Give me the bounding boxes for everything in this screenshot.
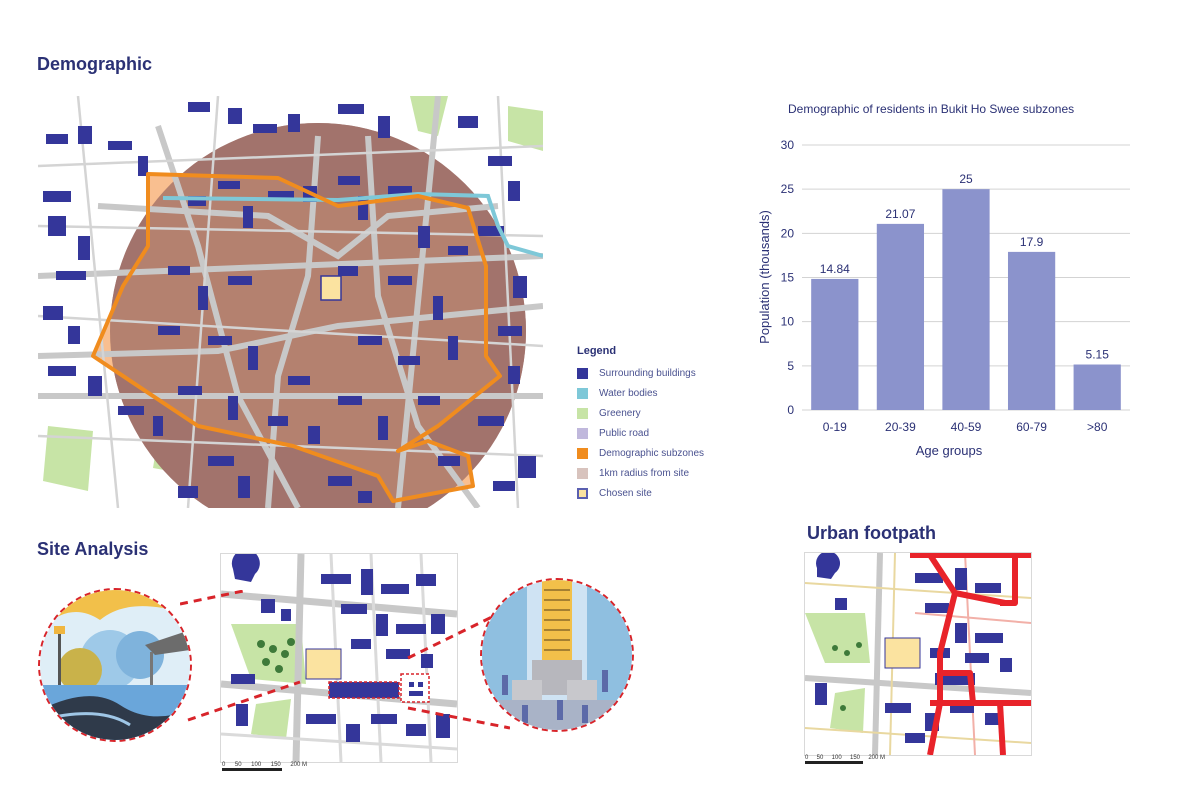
x-tick-label: 20-39 (885, 420, 916, 434)
surrounding-buildings (43, 102, 536, 503)
y-tick-label: 30 (781, 138, 795, 152)
scale-label: 0 (805, 755, 809, 761)
x-tick-label: 0-19 (823, 420, 847, 434)
bar (942, 189, 990, 410)
site-scale-bar: 0 50 100 150 200 M (222, 762, 307, 771)
atrium-illustration (482, 580, 632, 730)
chart-title: Demographic of residents in Bukit Ho Swe… (788, 102, 1075, 116)
bar-value-label: 5.15 (1086, 348, 1110, 362)
bar (1007, 251, 1056, 410)
legend-item-greenery: Greenery (577, 403, 737, 423)
legend-label: Water bodies (599, 387, 658, 399)
bar-value-label: 14.84 (820, 262, 850, 276)
scale-label: 50 (234, 762, 242, 768)
bar (876, 223, 925, 410)
y-tick-label: 0 (787, 403, 794, 417)
legend-item-buildings: Surrounding buildings (577, 363, 737, 383)
bar-value-label: 21.07 (885, 207, 915, 221)
legend-label: Chosen site (599, 487, 652, 499)
demographic-map (38, 96, 543, 508)
site-map-graphic (221, 554, 457, 762)
scale-line (805, 761, 863, 764)
bar (1073, 364, 1121, 410)
scale-label: 0 (222, 762, 226, 768)
bar-value-label: 25 (959, 172, 973, 186)
demographic-map-graphic (38, 96, 543, 508)
x-tick-label: 40-59 (951, 420, 982, 434)
subzone-boundary (91, 172, 502, 503)
legend-swatch (577, 367, 588, 379)
chosen-site-marker (320, 275, 342, 301)
scale-label: 150 (849, 755, 860, 761)
legend-swatch (577, 427, 588, 439)
legend-label: 1km radius from site (599, 467, 690, 479)
legend-item-radius: 1km radius from site (577, 463, 737, 483)
scale-label: 50 (816, 755, 824, 761)
y-tick-label: 5 (787, 359, 794, 373)
legend-item-subzones: Demographic subzones (577, 443, 737, 463)
bar-value-label: 17.9 (1020, 235, 1044, 249)
population-bar-chart: 0 5 10 15 20 25 30 0-19 20-39 40-59 60-79 >80 14.8… (757, 138, 1130, 458)
x-axis-label: Age groups (916, 443, 983, 458)
road-network (38, 96, 543, 508)
legend-item-road: Public road (577, 423, 737, 443)
park-illustration (40, 590, 190, 740)
y-axis-label: Population (thousands) (757, 210, 772, 344)
footpath-map-graphic (805, 553, 1031, 755)
y-tick-label: 20 (781, 226, 795, 240)
site-analysis-heading: Site Analysis (37, 539, 149, 559)
footpath-scale-bar: 0 50 100 150 200 M (805, 755, 885, 764)
demographic-heading: Demographic (37, 54, 153, 74)
footpath-routes (910, 553, 1031, 755)
legend-label: Greenery (599, 407, 641, 419)
park-scene-circle (38, 588, 192, 742)
scale-label: 150 (270, 762, 281, 768)
scale-line (222, 768, 282, 771)
site-callout-lines (180, 590, 510, 730)
y-tick-label: 25 (781, 182, 795, 196)
scale-label: 100 (831, 755, 842, 761)
bar (811, 278, 859, 410)
legend-swatch (577, 487, 588, 499)
scale-label: 100 (251, 762, 262, 768)
site-analysis-map (220, 553, 458, 763)
scale-label: 200 M (868, 755, 885, 761)
urban-footpath-heading: Urban footpath (807, 523, 936, 543)
x-tick-label: >80 (1087, 420, 1108, 434)
urban-footpath-map (804, 552, 1032, 756)
legend-label: Public road (599, 427, 650, 439)
legend-swatch (577, 407, 588, 419)
x-tick-label: 60-79 (1016, 420, 1047, 434)
legend-swatch (577, 467, 588, 479)
legend-title: Legend (577, 345, 617, 357)
legend-item-site: Chosen site (577, 483, 737, 503)
y-tick-label: 10 (781, 315, 795, 329)
legend-swatch (577, 447, 588, 459)
legend-label: Surrounding buildings (599, 367, 696, 379)
y-tick-label: 15 (781, 271, 795, 285)
water-body (162, 191, 543, 258)
scale-label: 200 M (290, 762, 307, 768)
legend-item-water: Water bodies (577, 383, 737, 403)
legend-label: Demographic subzones (599, 447, 705, 459)
atrium-scene-circle (480, 578, 634, 732)
legend-swatch (577, 387, 588, 399)
map-legend: Legend Surrounding buildings Water bodie… (577, 345, 737, 503)
